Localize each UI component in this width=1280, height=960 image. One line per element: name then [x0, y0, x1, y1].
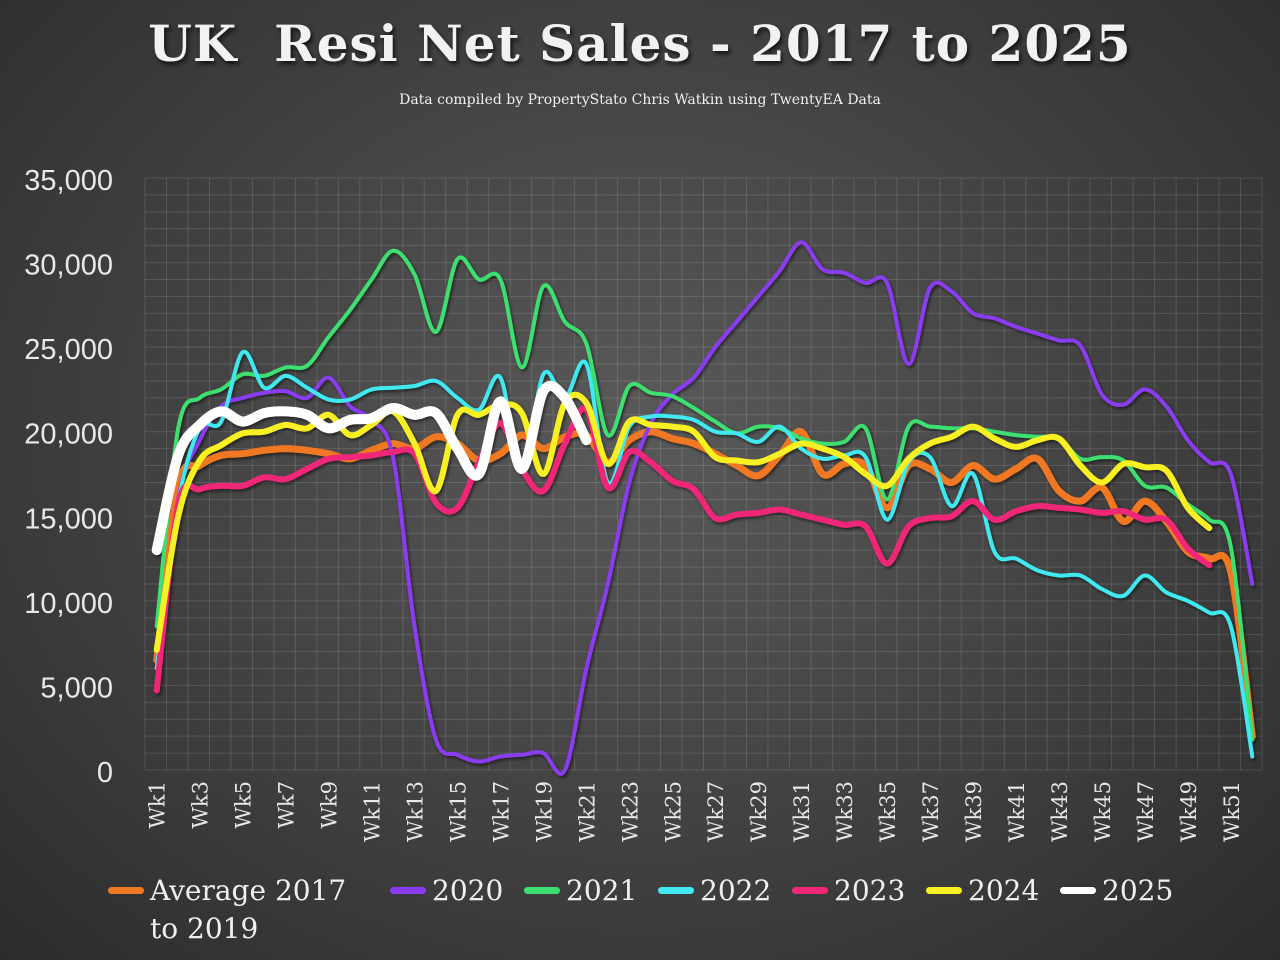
x-tick-label: Wk43 [1048, 781, 1072, 842]
chart-subtitle: Data compiled by PropertyStato Chris Wat… [399, 92, 881, 108]
legend-label: 2020 [432, 874, 504, 907]
x-tick-label: Wk9 [318, 781, 342, 829]
legend-label: 2021 [566, 874, 638, 907]
x-tick-label: Wk49 [1177, 781, 1201, 842]
y-tick-label: 0 [97, 757, 113, 789]
legend-item-2020: 2020 [390, 872, 503, 910]
legend-label: Average 2017 to 2019 [150, 874, 347, 945]
y-tick-label: 5,000 [40, 672, 113, 704]
x-tick-label: Wk3 [189, 781, 213, 829]
x-tick-label: Wk23 [618, 781, 642, 842]
x-tick-label: Wk21 [575, 781, 599, 842]
x-tick-label: Wk1 [146, 781, 170, 829]
x-tick-label: Wk11 [361, 781, 385, 842]
x-tick-label: Wk39 [962, 781, 986, 842]
x-tick-label: Wk51 [1220, 781, 1244, 842]
legend-swatch [926, 887, 962, 894]
legend-item-2023: 2023 [792, 872, 905, 910]
x-tick-label: Wk45 [1091, 781, 1115, 842]
x-tick-label: Wk25 [661, 781, 685, 842]
legend-swatch [792, 887, 828, 894]
series-lines [151, 240, 1256, 776]
x-tick-label: Wk19 [532, 781, 556, 842]
legend-item-2021: 2021 [524, 872, 637, 910]
x-axis: Wk1 Wk3 Wk5 Wk7 Wk9 Wk11 Wk13 Wk15 Wk17 Wk19 Wk21 W… [146, 781, 1244, 842]
y-tick-label: 35,000 [24, 165, 113, 197]
y-tick-label: 10,000 [24, 588, 113, 620]
x-tick-label: Wk17 [489, 781, 513, 842]
legend-swatch [658, 887, 694, 894]
x-tick-label: Wk15 [446, 781, 470, 842]
legend-swatch [108, 887, 144, 894]
x-tick-label: Wk47 [1134, 781, 1158, 842]
y-tick-label: 20,000 [24, 419, 113, 451]
y-tick-label: 25,000 [24, 334, 113, 366]
y-axis: 0 5,000 10,000 15,000 20,000 25,000 30,000 35,0… [24, 165, 113, 789]
x-tick-label: Wk41 [1005, 781, 1029, 842]
x-tick-label: Wk7 [275, 781, 299, 829]
series-line-2020 [154, 240, 1255, 776]
series-line-2025 [151, 380, 592, 556]
x-tick-label: Wk35 [876, 781, 900, 842]
x-tick-label: Wk33 [833, 781, 857, 842]
grid [144, 177, 1263, 771]
legend-label: 2023 [834, 874, 906, 907]
legend-label: 2024 [968, 874, 1040, 907]
x-tick-label: Wk13 [404, 781, 428, 842]
series-line-2023 [153, 405, 1213, 694]
series-line-2022 [154, 349, 1255, 759]
legend-item-2022: 2022 [658, 872, 771, 910]
legend-label: 2022 [700, 874, 772, 907]
legend-swatch [524, 887, 560, 894]
x-tick-label: Wk29 [747, 781, 771, 842]
x-tick-label: Wk5 [232, 781, 256, 829]
legend-item-2024: 2024 [926, 872, 1039, 910]
chart-title: UK Resi Net Sales - 2017 to 2025 [148, 14, 1132, 73]
legend-item-average-2017-2019: Average 2017 to 2019 [108, 872, 380, 948]
x-tick-label: Wk27 [704, 781, 728, 842]
legend-swatch [390, 887, 426, 894]
series-line-2024 [153, 391, 1213, 653]
y-tick-label: 30,000 [24, 250, 113, 282]
legend-item-2025: 2025 [1060, 872, 1173, 910]
legend-swatch [1060, 887, 1096, 894]
x-tick-label: Wk31 [790, 781, 814, 842]
x-tick-label: Wk37 [919, 781, 943, 842]
y-tick-label: 15,000 [24, 503, 113, 535]
legend-label: 2025 [1102, 874, 1174, 907]
